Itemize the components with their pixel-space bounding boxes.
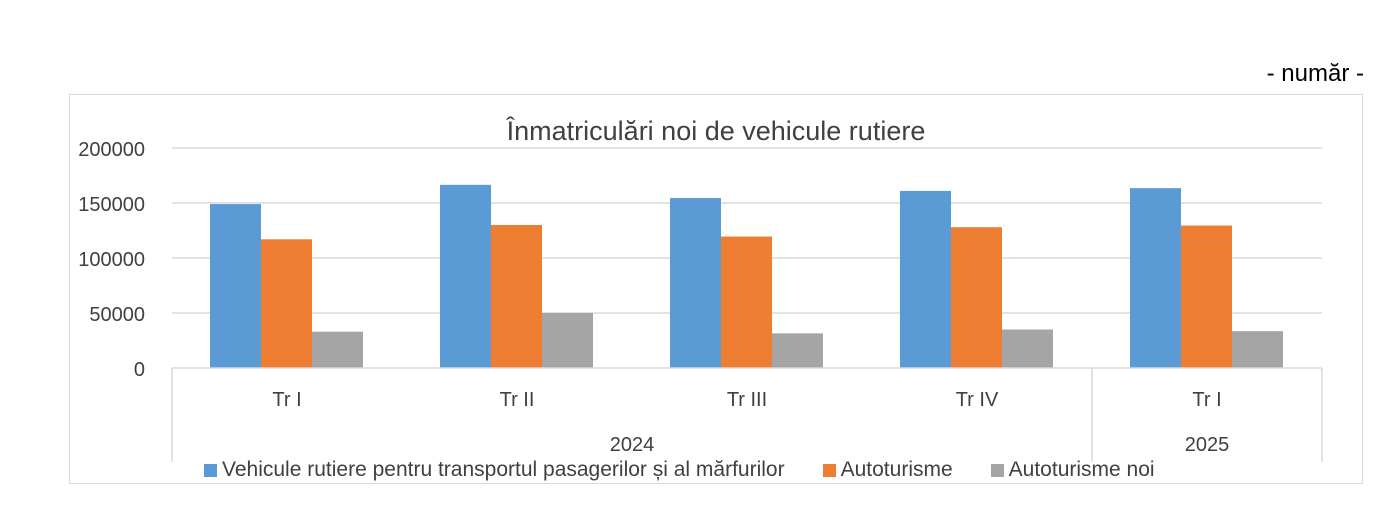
bar-3-4	[1002, 329, 1053, 368]
legend-label: Autoturisme noi	[1008, 458, 1155, 481]
y-tick-label: 200000	[78, 139, 145, 161]
y-tick-label: 50000	[89, 304, 145, 326]
unit-label: - număr -	[1266, 60, 1364, 87]
x-tick-label: Tr I	[272, 389, 301, 411]
bar-1-1	[210, 204, 261, 368]
y-axis: 0 50000 100000 150000 200000	[78, 139, 145, 381]
y-tick-label: 0	[134, 359, 145, 381]
legend-label: Vehicule rutiere pentru transportul pasa…	[222, 458, 785, 481]
legend-item: Autoturisme noi	[990, 458, 1155, 482]
legend-label: Autoturisme	[840, 458, 953, 481]
x-axis: Tr I Tr II Tr III Tr IV Tr I 2024 2025	[171, 367, 1323, 462]
y-tick-label: 100000	[78, 249, 145, 271]
bar-3-5	[1232, 331, 1283, 368]
x-tick-label: Tr II	[500, 389, 535, 411]
bar-1-5	[1130, 188, 1181, 368]
bar-1-2	[440, 184, 491, 368]
bar-1-3	[670, 198, 721, 368]
legend-item: Autoturisme	[822, 458, 953, 482]
chart-frame	[69, 94, 1363, 484]
legend-swatch	[990, 463, 1004, 477]
y-tick-label: 150000	[78, 194, 145, 216]
legend-swatch	[204, 463, 217, 477]
bar-2-4	[951, 227, 1002, 368]
bar-2-3	[721, 236, 772, 368]
x-tick-label: Tr I	[1192, 389, 1221, 411]
bar-3-2	[542, 313, 593, 368]
x-tick-label: Tr IV	[956, 389, 999, 411]
bar-2-2	[491, 225, 542, 368]
legend-swatch	[822, 463, 836, 477]
chart-title: Înmatriculări noi de vehicule rutiere	[506, 115, 926, 146]
x-group-label: 2025	[1185, 434, 1230, 456]
bar-3-3	[772, 333, 823, 368]
bar-1-4	[900, 190, 951, 368]
legend-item: Vehicule rutiere pentru transportul pasa…	[204, 458, 785, 482]
x-group-label: 2024	[610, 434, 655, 456]
bar-3-1	[312, 331, 363, 368]
legend: Vehicule rutiere pentru transportul pasa…	[204, 458, 1193, 482]
bar-2-1	[261, 239, 312, 368]
bars	[210, 184, 1283, 368]
x-tick-label: Tr III	[727, 389, 767, 411]
bar-2-5	[1181, 225, 1232, 368]
